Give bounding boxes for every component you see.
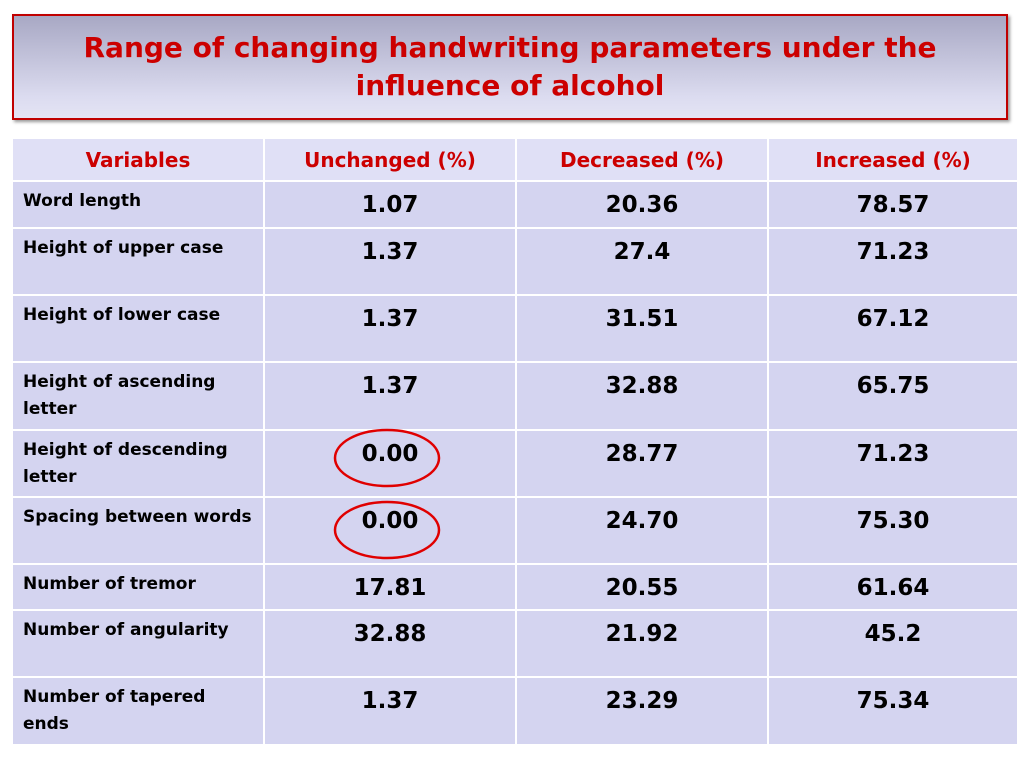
column-header: Variables [11,137,265,182]
value-cell: 1.37 [263,676,517,746]
variable-cell: Height of lower case [11,294,265,363]
title: Range of changing handwriting parameters… [83,31,937,102]
value-cell: 45.2 [767,609,1019,678]
value-cell: 24.70 [515,496,769,565]
value-cell: 65.75 [767,361,1019,431]
value-cell: 1.37 [263,361,517,431]
table-row: Height of upper case 1.37 27.4 71.23 [11,227,1019,296]
column-header: Decreased (%) [515,137,769,182]
table-row: Height of ascending letter 1.37 32.88 65.75 [11,361,1019,431]
value-cell: 0.00 [263,496,517,565]
value-cell: 71.23 [767,429,1019,498]
column-header: Increased (%) [767,137,1019,182]
value-cell: 78.57 [767,180,1019,229]
variable-cell: Word length [11,180,265,229]
table-row: Number of angularity 32.88 21.92 45.2 [11,609,1019,678]
table-row: Number of tapered ends 1.37 23.29 75.34 [11,676,1019,746]
value-cell: 71.23 [767,227,1019,296]
table-row: Word length 1.07 20.36 78.57 [11,180,1019,229]
table-row: Height of lower case 1.37 31.51 67.12 [11,294,1019,363]
value-cell: 1.37 [263,227,517,296]
value-cell: 17.81 [263,563,517,611]
value-cell: 75.34 [767,676,1019,746]
value-cell: 21.92 [515,609,769,678]
value-cell: 28.77 [515,429,769,498]
table-row: Number of tremor 17.81 20.55 61.64 [11,563,1019,611]
value-cell: 32.88 [263,609,517,678]
variable-cell: Height of ascending letter [11,361,265,431]
value-cell: 27.4 [515,227,769,296]
value-cell: 23.29 [515,676,769,746]
value-cell: 75.30 [767,496,1019,565]
variable-cell: Height of descending letter [11,429,265,498]
value-cell: 32.88 [515,361,769,431]
value-cell: 67.12 [767,294,1019,363]
data-table: Variables Unchanged (%) Decreased (%) Incre… [11,137,1019,746]
table-row: Spacing between words 0.00 24.70 75.30 [11,496,1019,565]
value-cell: 20.36 [515,180,769,229]
value-cell: 0.00 [263,429,517,498]
column-header: Unchanged (%) [263,137,517,182]
variable-cell: Spacing between words [11,496,265,565]
header-row: Variables Unchanged (%) Decreased (%) Incre… [11,137,1019,182]
value-cell: 20.55 [515,563,769,611]
table-row: Height of descending letter 0.00 28.77 71.2… [11,429,1019,498]
title-box: Range of changing handwriting parameters… [12,14,1008,120]
value-cell: 1.07 [263,180,517,229]
variable-cell: Number of tapered ends [11,676,265,746]
value-cell: 61.64 [767,563,1019,611]
value-cell: 1.37 [263,294,517,363]
variable-cell: Number of tremor [11,563,265,611]
value-cell: 31.51 [515,294,769,363]
variable-cell: Height of upper case [11,227,265,296]
variable-cell: Number of angularity [11,609,265,678]
